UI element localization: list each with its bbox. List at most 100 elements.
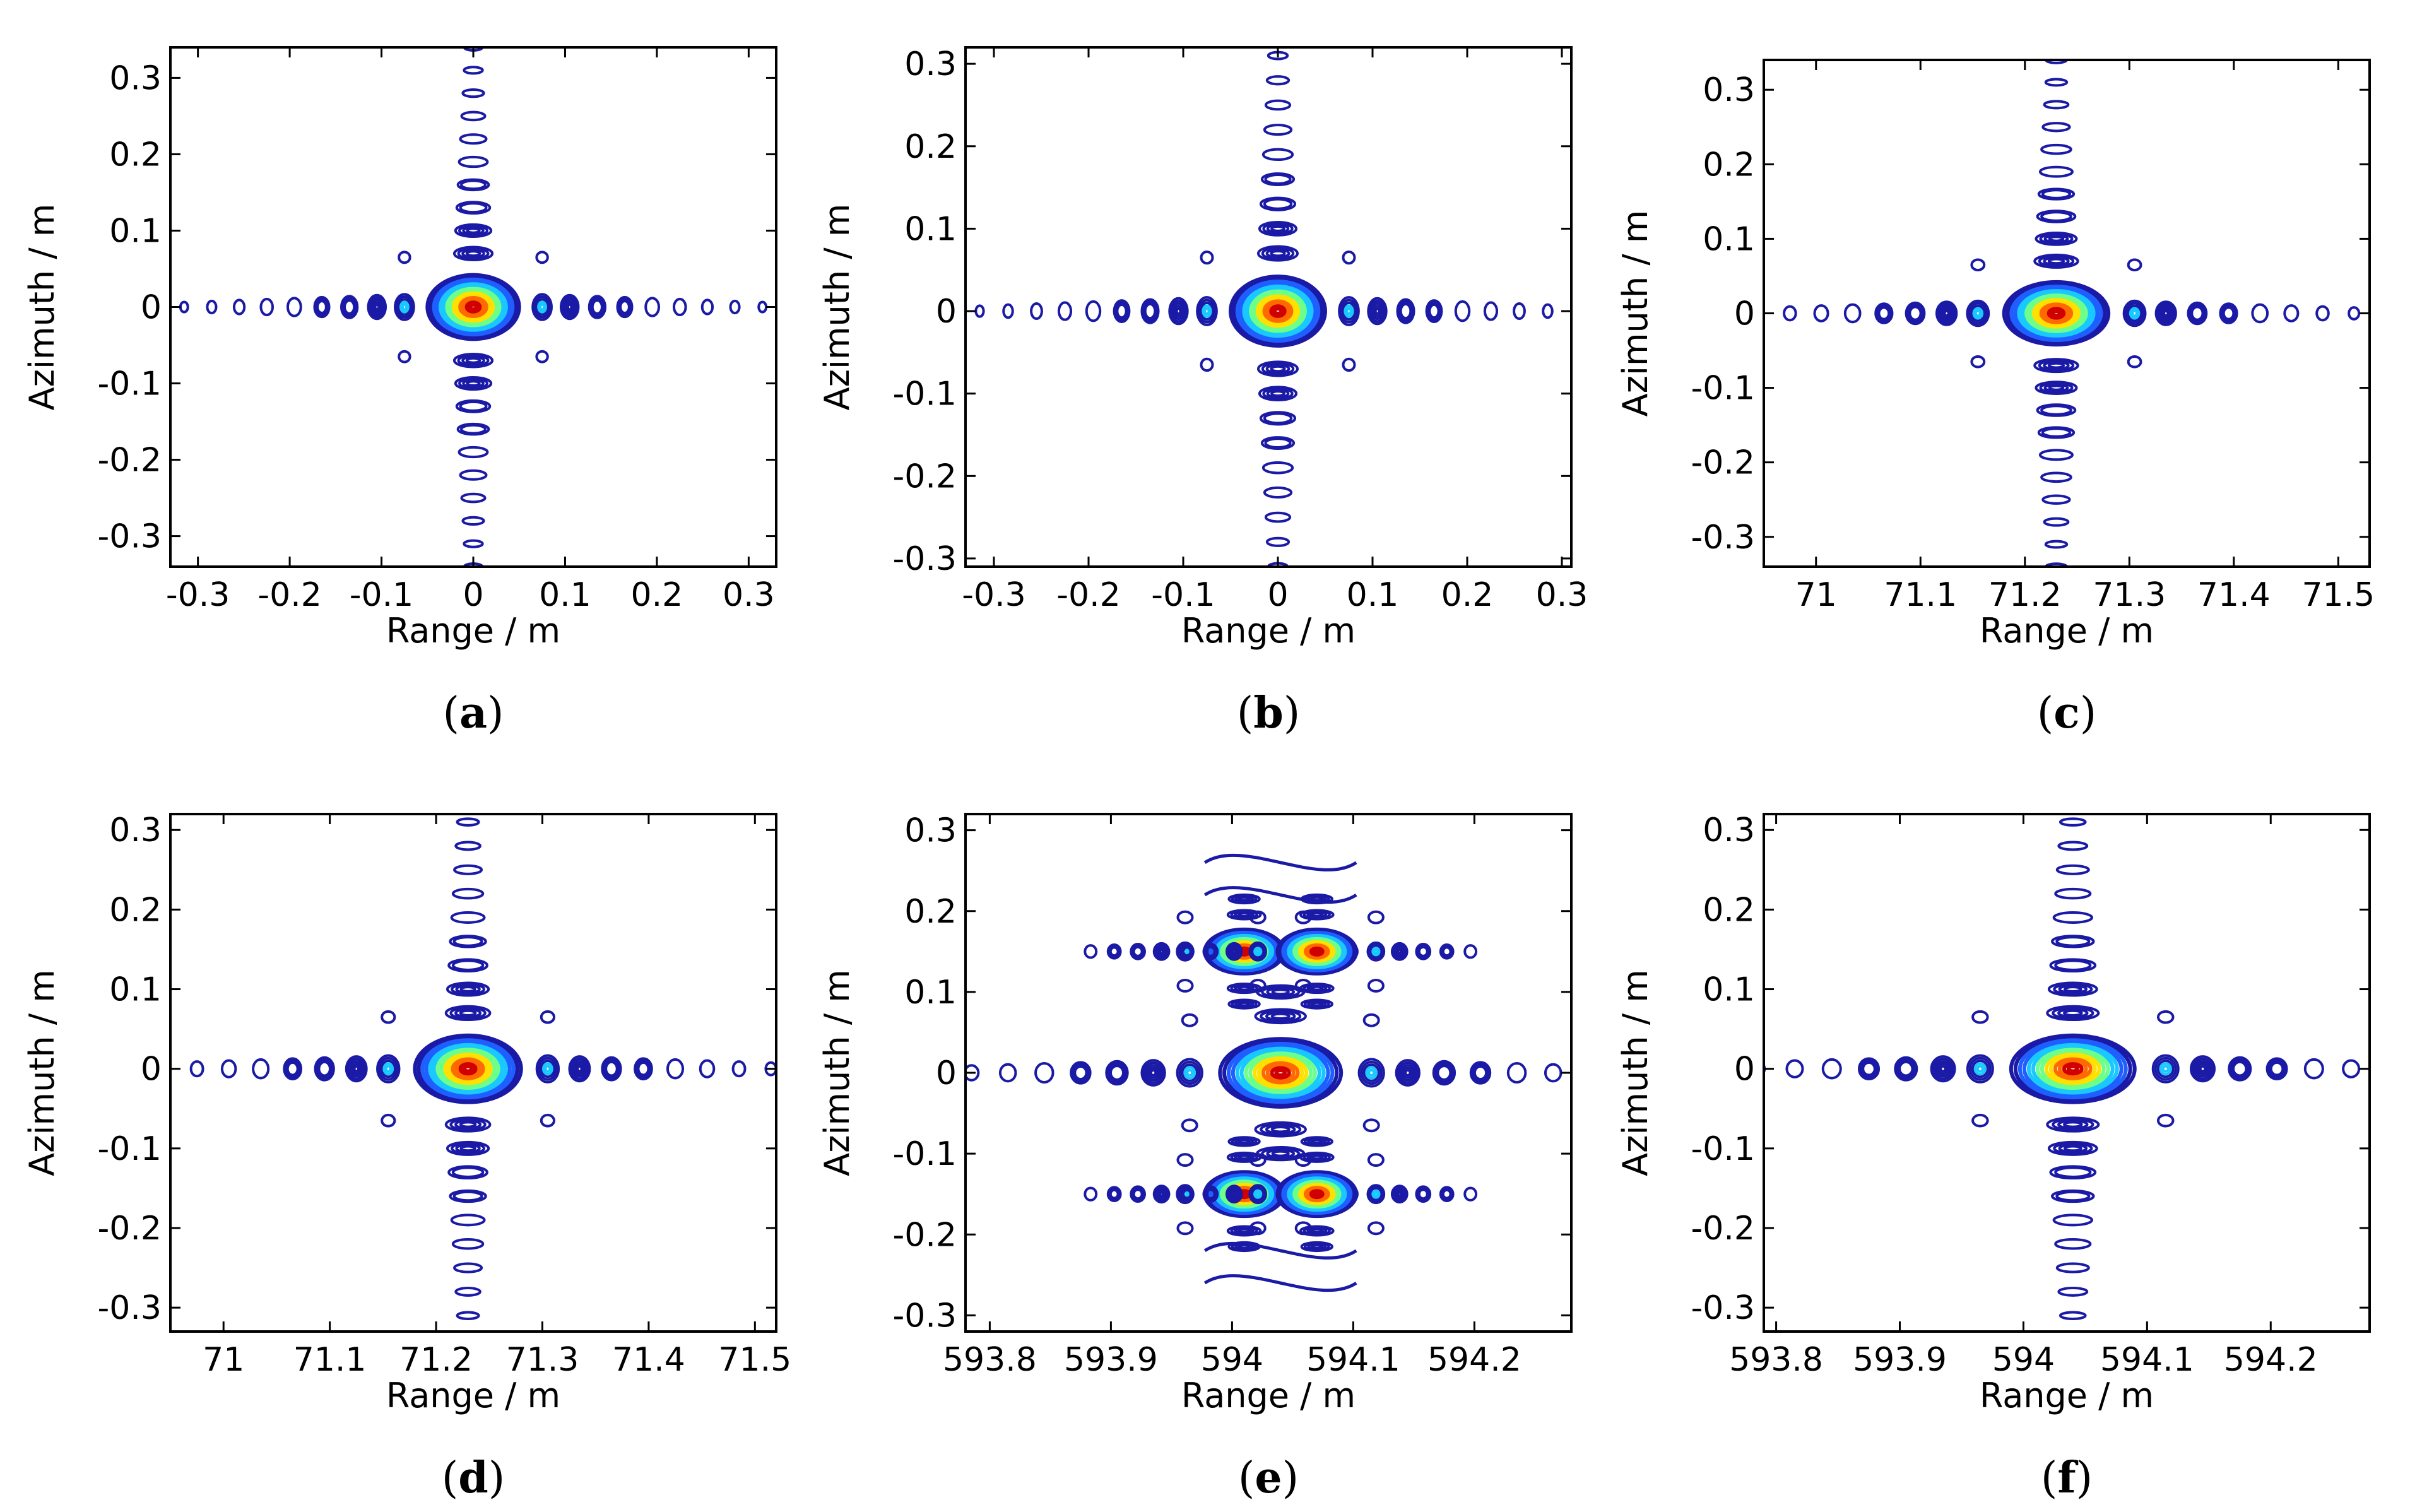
azimuth-sidelobe xyxy=(452,245,494,262)
x-tick-label: -0.3 xyxy=(166,576,230,614)
azimuth-sidelobe xyxy=(463,66,484,75)
range-sidelobe xyxy=(1679,1063,1689,1074)
x-tick-label: -0.2 xyxy=(257,576,321,614)
range-sidelobe xyxy=(1943,309,1950,317)
azimuth-sidelobe xyxy=(446,981,490,997)
azimuth-sidelobe xyxy=(462,379,485,388)
main-lobe-contour xyxy=(2035,300,2077,327)
azimuth-sidelobe xyxy=(2038,449,2074,461)
y-tick-label: -0.2 xyxy=(98,1210,162,1248)
range-sidelobe xyxy=(2159,1062,2172,1076)
range-sidelobe xyxy=(1463,944,1478,959)
range-sidelobe xyxy=(531,293,553,321)
y-axis-title: Azimuth / m xyxy=(817,969,857,1176)
range-sidelobe xyxy=(1168,297,1189,326)
range-sidelobe xyxy=(1132,1188,1143,1200)
range-sidelobe xyxy=(286,297,302,317)
azimuth-sidelobe xyxy=(2040,405,2072,416)
azimuth-sidelobe xyxy=(1254,1121,1307,1138)
range-sidelobe xyxy=(2315,305,2330,322)
range-sidelobe xyxy=(340,295,359,319)
range-sidelobe xyxy=(232,298,246,316)
range-sidelobe xyxy=(1374,307,1381,316)
azimuth-sidelobe xyxy=(2063,1009,2083,1017)
main-lobe-contour xyxy=(454,1060,481,1078)
main-lobe-contour xyxy=(1261,1061,1300,1085)
plot-area xyxy=(1764,60,2389,567)
main-lobe-contour xyxy=(462,1064,474,1073)
azimuth-sidelobe xyxy=(2060,1337,2085,1343)
cross-sidelobe xyxy=(381,1010,396,1024)
azimuth-sidelobe xyxy=(460,423,487,435)
range-sidelobe xyxy=(1173,304,1184,318)
azimuth-sidelobe xyxy=(2054,1166,2092,1178)
main-lobe-contour xyxy=(447,1054,489,1083)
azimuth-sidelobe xyxy=(1261,985,1301,998)
azimuth-sidelobe xyxy=(457,247,490,260)
range-sidelobe xyxy=(1196,296,1218,326)
range-sidelobe xyxy=(1397,1191,1403,1197)
range-sidelobe xyxy=(1085,300,1102,322)
range-sidelobe xyxy=(401,303,408,311)
range-sidelobe xyxy=(1342,301,1356,321)
azimuth-sidelobe xyxy=(2052,911,2093,924)
range-sidelobe xyxy=(635,1059,652,1078)
main-lobe-contour xyxy=(432,1045,504,1092)
range-sidelobe xyxy=(1402,1066,1414,1079)
range-sidelobe xyxy=(1034,1062,1054,1084)
range-sidelobe xyxy=(1070,1061,1092,1085)
range-sidelobe xyxy=(1469,1061,1492,1085)
azimuth-sidelobe xyxy=(450,1214,486,1227)
range-sidelobe xyxy=(1930,1055,1956,1083)
range-sidelobe xyxy=(1255,1191,1261,1197)
range-sidelobe xyxy=(1249,1186,1266,1203)
azimuth-sidelobe xyxy=(1263,198,1293,210)
cross-sidelobe xyxy=(1367,978,1385,993)
range-sidelobe xyxy=(1344,304,1354,318)
range-sidelobe xyxy=(1202,304,1212,318)
range-sidelobe xyxy=(317,1060,331,1077)
azimuth-sidelobe xyxy=(461,249,485,259)
azimuth-sidelobe xyxy=(2047,981,2098,997)
azimuth-sidelobe xyxy=(1265,536,1291,547)
range-sidelobe xyxy=(1143,1061,1164,1084)
range-sidelobe xyxy=(1372,304,1383,318)
range-sidelobe xyxy=(129,1063,138,1074)
cross-sidelobe xyxy=(2127,258,2142,272)
azimuth-sidelobe xyxy=(2044,540,2069,549)
main-lobe-contour xyxy=(1274,1068,1287,1077)
range-sidelobe xyxy=(1205,945,1216,957)
azimuth-sidelobe xyxy=(2057,1287,2089,1297)
y-tick-label: 0 xyxy=(141,1051,162,1089)
range-sidelobe xyxy=(1142,300,1158,322)
azimuth-sidelobe xyxy=(1263,486,1293,499)
range-sidelobe xyxy=(634,1057,653,1081)
range-sidelobe xyxy=(731,1060,747,1078)
range-sidelobe xyxy=(1441,946,1452,957)
range-sidelobe xyxy=(345,1055,368,1083)
range-sidelobe xyxy=(1483,301,1499,321)
y-tick-label: -0.1 xyxy=(98,365,162,403)
azimuth-sidelobe xyxy=(454,1287,481,1297)
range-sidelobe xyxy=(1583,1065,1597,1080)
y-tick-label: -0.3 xyxy=(1691,1289,1755,1327)
range-sidelobe xyxy=(1373,948,1379,955)
range-sidelobe xyxy=(2303,1058,2324,1080)
range-sidelobe xyxy=(1230,947,1239,956)
range-sidelobe xyxy=(1198,298,1216,324)
range-sidelobe xyxy=(1506,1062,1527,1084)
azimuth-sidelobe xyxy=(458,377,488,390)
cross-sidelobe xyxy=(1367,1221,1385,1236)
panel-caption: (d) xyxy=(442,1453,505,1503)
range-sidelobe xyxy=(1107,1062,1127,1084)
azimuth-sidelobe xyxy=(2040,471,2072,483)
range-sidelobe xyxy=(2381,309,2389,319)
axes-frame xyxy=(169,813,777,1333)
azimuth-sidelobe xyxy=(465,357,481,364)
main-lobe-contour xyxy=(432,277,515,337)
x-tick-label: 0 xyxy=(463,576,483,614)
main-lobe-contour xyxy=(428,1042,508,1095)
range-sidelobe xyxy=(2188,304,2206,323)
